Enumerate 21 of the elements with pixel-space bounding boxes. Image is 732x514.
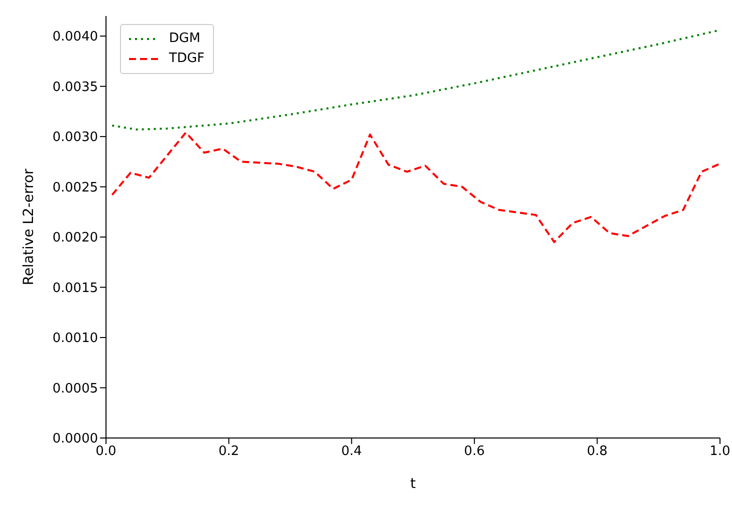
line-series <box>111 132 720 244</box>
y-tick-label: 0.0015 <box>52 280 98 296</box>
legend-label: DGM <box>169 30 200 48</box>
y-tick-label: 0.0005 <box>52 381 98 396</box>
x-tick-label: 0.6 <box>464 444 485 460</box>
y-tick-label: 0.0040 <box>52 30 98 45</box>
y-tick-label: 0.0000 <box>52 432 98 447</box>
y-tick-label: 0.0030 <box>52 130 98 146</box>
y-tick-label: 0.0010 <box>52 331 98 346</box>
line-series <box>111 29 720 131</box>
y-tick-label: 0.0025 <box>52 180 98 196</box>
x-tick-label: 0.0 <box>96 444 116 460</box>
legend-label: TDGF <box>169 50 205 68</box>
x-tick-label: 1.0 <box>710 444 730 460</box>
x-tick-label: 0.8 <box>586 444 608 460</box>
x-tick-label: 0.2 <box>218 444 240 460</box>
y-tick-label: 0.0035 <box>52 80 98 95</box>
y-axis-title: Relative L2-error <box>20 168 37 286</box>
x-tick-label: 0.4 <box>341 444 362 460</box>
x-axis-title: t <box>410 476 416 492</box>
y-tick-label: 0.0020 <box>52 230 98 246</box>
